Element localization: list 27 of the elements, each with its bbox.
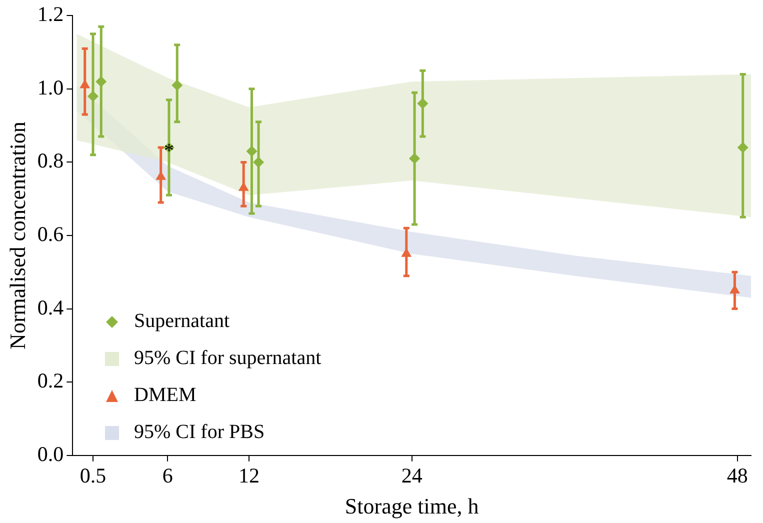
annotation: * (164, 140, 174, 162)
legend-label: Supernatant (134, 310, 230, 333)
x-tick-label: 48 (726, 464, 748, 488)
y-tick-label: 1.2 (37, 2, 64, 26)
point (253, 156, 264, 168)
x-tick-label: 12 (238, 464, 260, 488)
y-tick-label: 0.6 (37, 222, 64, 246)
point (737, 142, 748, 154)
legend-label: 95% CI for PBS (134, 421, 265, 444)
y-tick-label: 0.8 (37, 148, 64, 173)
point (172, 80, 183, 91)
point (88, 90, 98, 102)
point (417, 98, 428, 110)
point (409, 153, 420, 164)
y-tick-label: 0.2 (37, 368, 64, 393)
legend-label: 95% CI for supernatant (134, 347, 322, 370)
point (96, 76, 107, 88)
x-tick-label: 24 (401, 464, 423, 488)
x-tick-label: 6 (162, 464, 173, 488)
y-tick-label: 0.4 (37, 295, 64, 320)
x-axis-title: Storage time, h (344, 494, 479, 519)
y-axis-title: Normalised concentration (4, 122, 30, 350)
point (246, 146, 258, 157)
x-tick-label: 0.5 (80, 464, 106, 488)
y-tick-label: 0.0 (37, 442, 64, 466)
y-tick-label: 1.0 (37, 75, 64, 100)
legend-label: DMEM (134, 384, 196, 407)
